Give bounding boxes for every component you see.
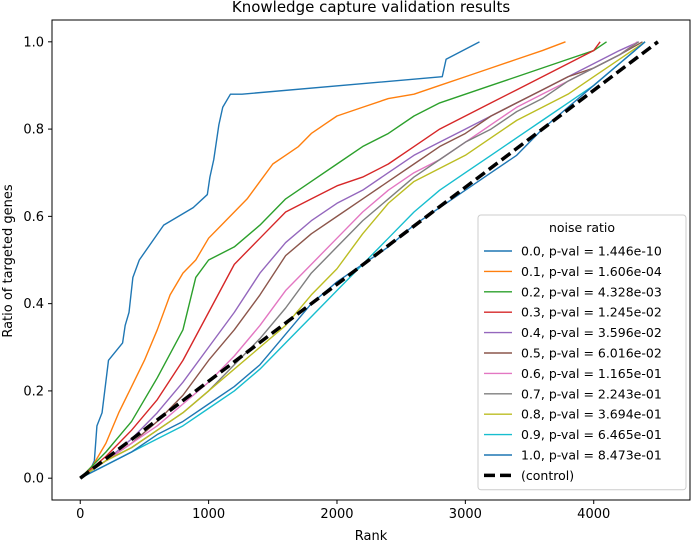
legend-box	[477, 214, 687, 491]
legend-entry: 0.3, p-val = 1.245e-02	[521, 305, 662, 320]
x-tick-label: 4000	[577, 507, 610, 522]
legend-entry: 0.5, p-val = 6.016e-02	[521, 346, 662, 361]
legend-entry: 0.0, p-val = 1.446e-10	[521, 244, 662, 259]
legend-entry: 0.6, p-val = 1.165e-01	[521, 366, 662, 381]
y-tick-label: 0.8	[23, 123, 44, 138]
legend-entry: (control)	[521, 468, 574, 483]
legend: noise ratio 0.0, p-val = 1.446e-10 0.1, p-…	[477, 214, 687, 491]
legend-entry: 0.1, p-val = 1.606e-04	[521, 264, 662, 279]
series-line-2	[79, 41, 607, 479]
legend-title: noise ratio	[549, 220, 615, 235]
y-tick-label: 0.4	[23, 297, 44, 312]
y-tick-label: 0.2	[23, 384, 44, 399]
y-axis-label: Ratio of targeted genes	[1, 184, 16, 338]
series-line-8	[79, 41, 646, 479]
x-axis-label: Rank	[355, 529, 388, 543]
legend-entry: 0.7, p-val = 2.243e-01	[521, 386, 662, 401]
x-tick-label: 3000	[449, 507, 482, 522]
legend-entry: 0.4, p-val = 3.596e-02	[521, 325, 662, 340]
series-line-control	[79, 40, 659, 480]
legend-entry: 0.8, p-val = 3.694e-01	[521, 407, 662, 422]
series-line-5	[79, 41, 643, 479]
x-tick-label: 0	[76, 507, 84, 522]
plot-area: 0 1000 2000 3000 4000 0.0 0.2 0.4 0.6 0.8 1.0	[23, 19, 691, 522]
chart-title: Knowledge capture validation results	[232, 0, 510, 16]
legend-entry: 1.0, p-val = 8.473e-01	[521, 448, 662, 463]
y-tick-label: 1.0	[23, 35, 44, 50]
y-tick-label: 0.6	[23, 210, 44, 225]
series-line-0	[79, 41, 480, 479]
x-tick-label: 1000	[192, 507, 225, 522]
series-line-6	[79, 41, 638, 479]
y-tick-label: 0.0	[23, 472, 44, 487]
legend-entry: 0.9, p-val = 6.465e-01	[521, 427, 662, 442]
x-tick-label: 2000	[320, 507, 353, 522]
legend-entry: 0.2, p-val = 4.328e-03	[521, 284, 662, 299]
series-line-1	[79, 41, 566, 479]
axes-frame	[51, 19, 691, 501]
series-line-3	[79, 41, 601, 479]
series-group	[79, 40, 659, 480]
